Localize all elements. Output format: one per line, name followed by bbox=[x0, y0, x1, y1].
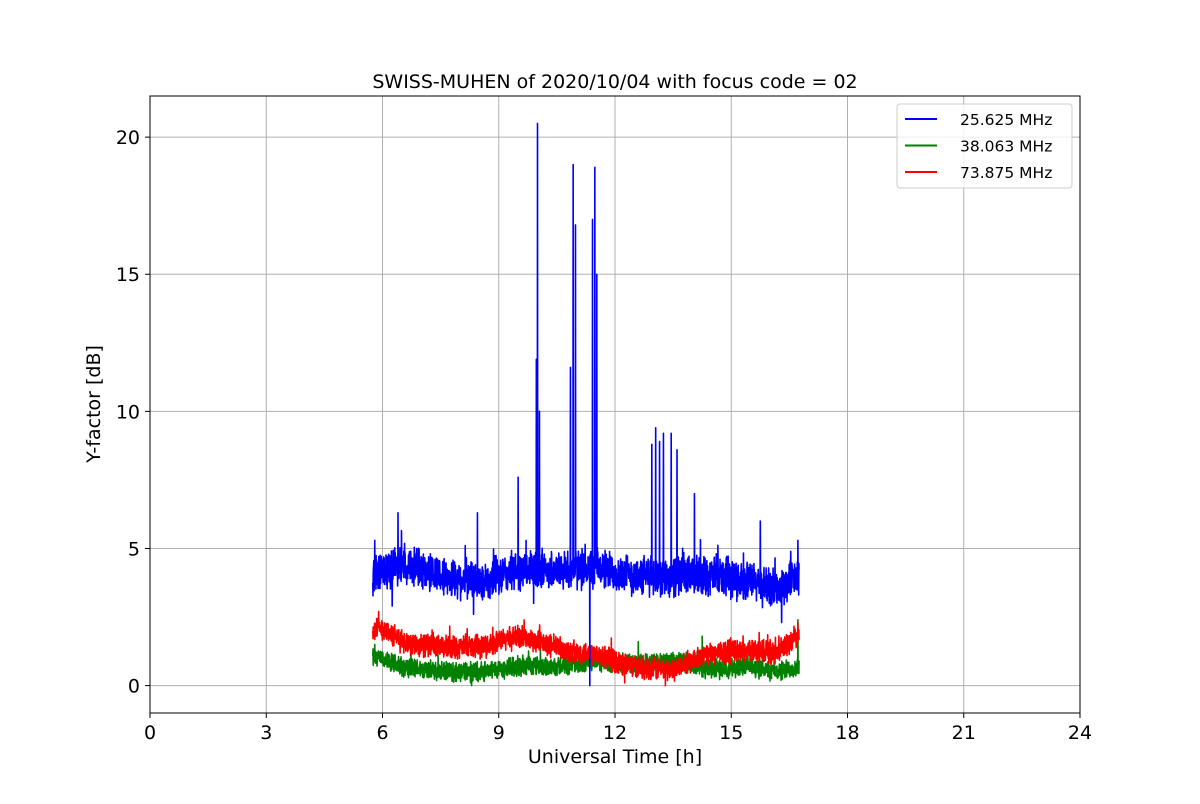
x-tick-label: 0 bbox=[144, 722, 156, 744]
y-tick-label: 15 bbox=[116, 264, 140, 286]
y-tick-label: 0 bbox=[128, 676, 140, 698]
series-layer bbox=[372, 122, 800, 687]
y-axis-label: Y-factor [dB] bbox=[83, 345, 105, 464]
legend-label-2: 73.875 MHz bbox=[960, 164, 1052, 182]
y-tick-label: 10 bbox=[116, 401, 140, 423]
x-tick-label: 3 bbox=[260, 722, 272, 744]
x-tick-label: 18 bbox=[835, 722, 859, 744]
x-tick-label: 15 bbox=[719, 722, 743, 744]
chart-title: SWISS-MUHEN of 2020/10/04 with focus cod… bbox=[372, 71, 857, 93]
x-tick-label: 12 bbox=[603, 722, 627, 744]
series-line-0 bbox=[372, 122, 800, 687]
series-line-1 bbox=[372, 618, 800, 687]
x-tick-label: 21 bbox=[952, 722, 976, 744]
series-line-2 bbox=[372, 610, 800, 687]
legend-label-0: 25.625 MHz bbox=[960, 111, 1052, 129]
legend-box bbox=[896, 103, 1073, 189]
grid-layer bbox=[149, 96, 1081, 713]
x-tick-label: 24 bbox=[1068, 722, 1092, 744]
y-tick-label: 20 bbox=[116, 127, 140, 149]
x-axis-label: Universal Time [h] bbox=[528, 746, 702, 768]
legend-label-1: 38.063 MHz bbox=[960, 138, 1052, 156]
legend: 25.625 MHz 38.063 MHz 73.875 MHz bbox=[896, 103, 1073, 189]
y-tick-label: 5 bbox=[128, 538, 140, 560]
x-tick-label: 9 bbox=[493, 722, 505, 744]
x-tick-label: 6 bbox=[376, 722, 388, 744]
ticks-layer: 0 3 6 9 12 15 18 21 24 0 5 10 15 20 bbox=[116, 127, 1092, 744]
